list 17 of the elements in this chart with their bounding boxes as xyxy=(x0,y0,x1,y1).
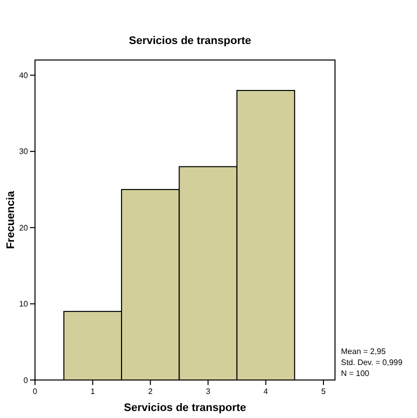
y-tick-label: 30 xyxy=(19,147,29,156)
y-tick-label: 40 xyxy=(19,71,29,80)
text: N = 100 xyxy=(341,369,370,378)
x-tick-label: 0 xyxy=(32,387,38,396)
x-tick-label: 5 xyxy=(321,387,326,396)
text: Std. Dev. = 0,999 xyxy=(341,358,403,367)
chart-title: Servicios de transporte xyxy=(128,35,252,47)
y-tick-label: 10 xyxy=(19,300,29,309)
text: Mean = 2,95 xyxy=(341,347,386,356)
y-tick-label: 20 xyxy=(19,223,29,232)
x-tick-label: 1 xyxy=(90,387,96,396)
x-tick-label: 3 xyxy=(206,387,211,396)
x-tick-label: 4 xyxy=(264,387,269,396)
x-axis-title: Servicios de transporte xyxy=(124,402,246,414)
y-axis-title: Frecuencia xyxy=(5,190,17,250)
x-tick-label: 2 xyxy=(148,387,154,396)
y-tick-label: 0 xyxy=(24,376,29,385)
